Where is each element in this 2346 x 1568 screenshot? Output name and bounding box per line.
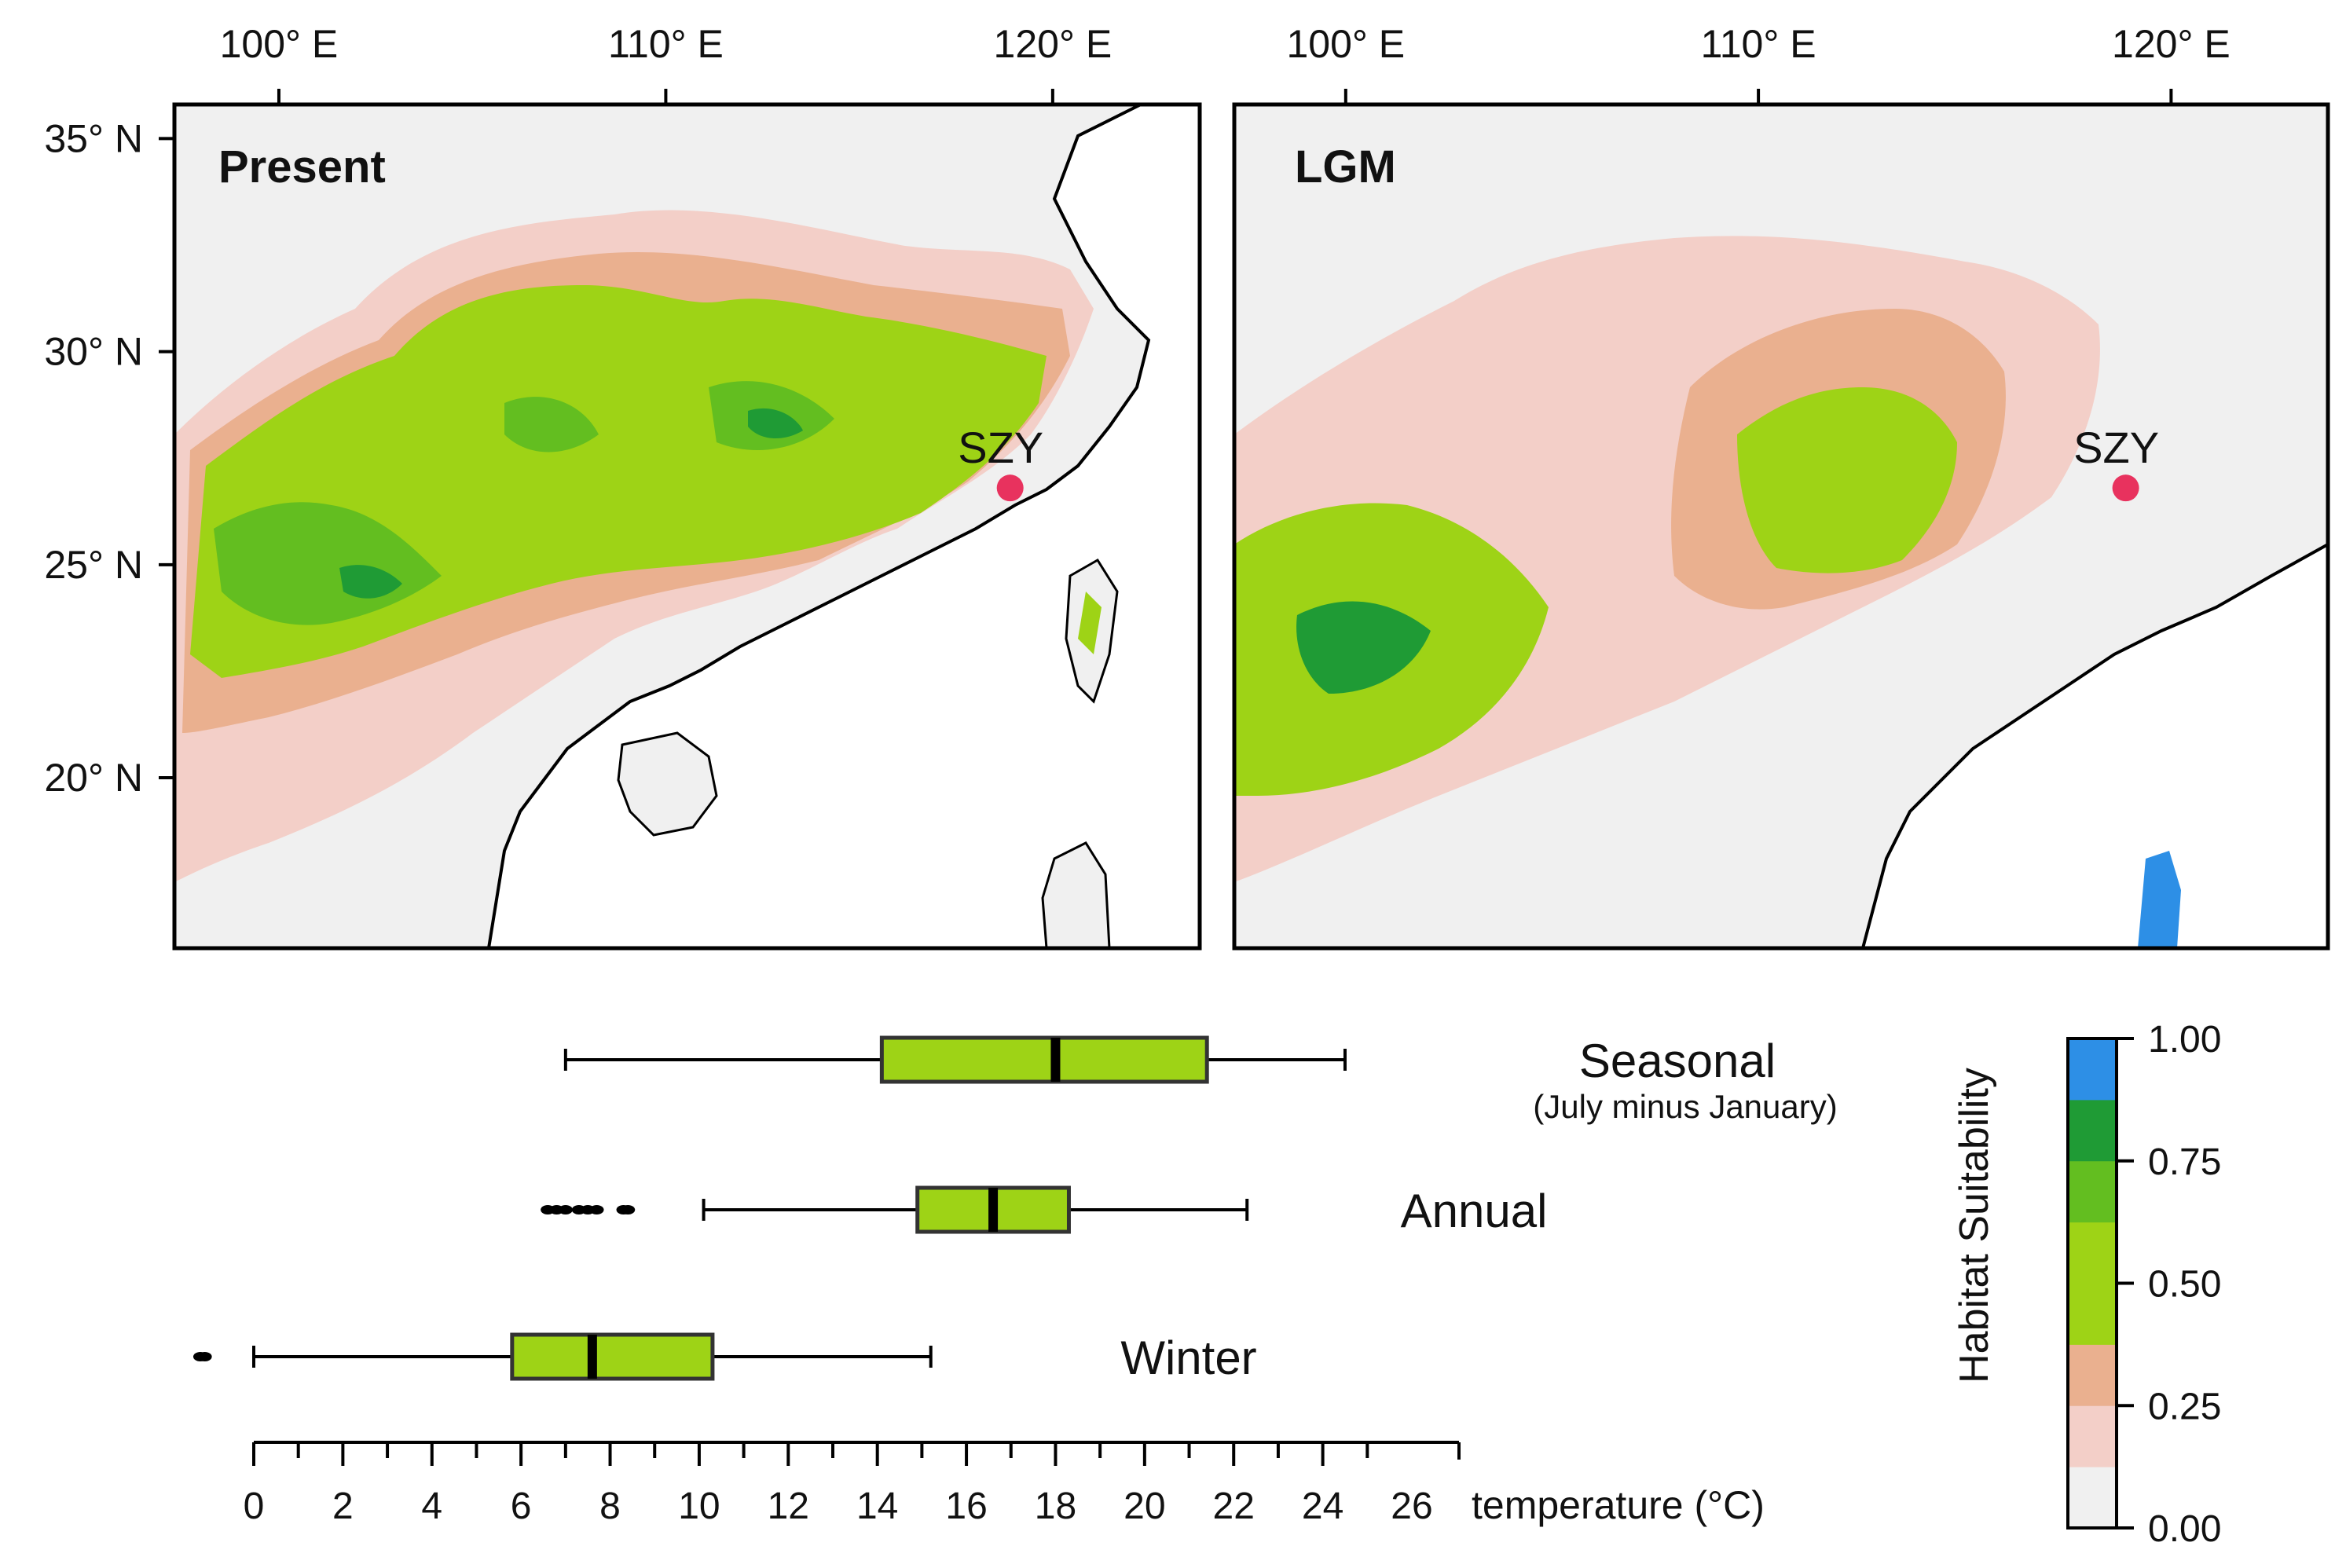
zone-very-high (339, 408, 803, 599)
legend-tick-label: 0.75 (2148, 1141, 2221, 1183)
lon-tick-label: 120° E (994, 22, 1113, 66)
outlier-point (589, 1205, 604, 1214)
lat-tick-label: 20° N (44, 756, 143, 800)
lon-ticks-lgm: 100° E 110° E 120° E (1286, 22, 2231, 104)
legend-band (2068, 1222, 2117, 1284)
lat-ticks-present: 35° N 30° N 25° N 20° N (44, 116, 174, 800)
outlier-point (621, 1205, 636, 1214)
lon-tick-label: 110° E (1701, 22, 1816, 66)
legend-band (2068, 1039, 2117, 1101)
x-tick-label: 18 (1035, 1486, 1076, 1527)
lon-tick-label: 110° E (608, 22, 724, 66)
lon-ticks-present: 100° E 110° E 120° E (220, 22, 1113, 104)
box-series-seasonal: Seasonal(July minus January) (563, 1035, 1838, 1125)
x-tick-label: 8 (599, 1486, 621, 1527)
legend-tick-label: 0.00 (2148, 1508, 2221, 1550)
panel-title-present: Present (218, 141, 386, 192)
x-tick-label: 12 (768, 1486, 809, 1527)
map-land (1234, 104, 2328, 948)
x-tick-label: 26 (1391, 1486, 1432, 1527)
outlier-point (558, 1205, 573, 1214)
zone-very-high (1296, 601, 1431, 694)
legend-band (2068, 1344, 2117, 1406)
zone-high (214, 381, 834, 625)
site-marker (996, 474, 1024, 502)
x-tick-label: 2 (332, 1486, 354, 1527)
panel-title-lgm: LGM (1295, 141, 1396, 192)
x-tick-label: 22 (1213, 1486, 1255, 1527)
zone-taiwan (1078, 592, 1102, 654)
site-label: SZY (958, 423, 1043, 472)
legend-title: Habitat Suitability (1952, 1068, 1997, 1383)
map-panel-lgm: LGM SZY 100° E 110° E 120° E (1232, 22, 2330, 951)
map-panel-present: Present SZY 100° E 110° E 120° E 35° N 30° … (44, 22, 1202, 951)
zone-top (2138, 851, 2181, 948)
lat-tick-label: 25° N (44, 543, 143, 587)
series-label: Seasonal (1579, 1035, 1776, 1087)
x-tick-label: 20 (1124, 1486, 1165, 1527)
legend-band (2068, 1283, 2117, 1345)
x-tick-label: 6 (511, 1486, 532, 1527)
series-label: Winter (1120, 1332, 1256, 1384)
series-sublabel: (July minus January) (1533, 1088, 1837, 1125)
site-label: SZY (2073, 423, 2159, 472)
legend-tick-label: 0.25 (2148, 1386, 2221, 1427)
box-iqr (879, 1035, 1209, 1084)
outlier-point (192, 1352, 207, 1361)
x-tick-label: 10 (678, 1486, 720, 1527)
legend-band (2068, 1099, 2117, 1162)
x-tick-label: 24 (1302, 1486, 1343, 1527)
temperature-boxplot: Seasonal(July minus January) Annual Winter (192, 1035, 1838, 1384)
habitat-legend: Habitat Suitability 0.00 0.25 0.50 0.75 1.00 (1952, 1019, 2221, 1550)
legend-tick-label: 0.50 (2148, 1264, 2221, 1306)
coastline (1861, 543, 2328, 948)
zone-mid (1234, 387, 1957, 796)
box-series-winter: Winter (192, 1332, 1257, 1384)
map-frame (172, 102, 1202, 951)
coastline (487, 104, 1151, 948)
lon-tick-label: 120° E (2112, 22, 2231, 66)
legend-band (2068, 1467, 2117, 1529)
series-label: Annual (1401, 1185, 1548, 1237)
x-tick-label: 16 (945, 1486, 987, 1527)
lat-tick-label: 30° N (44, 330, 143, 374)
x-tick-label: 0 (244, 1486, 265, 1527)
legend-band (2068, 1160, 2117, 1223)
site-marker (2112, 474, 2139, 502)
legend-tick-label: 1.00 (2148, 1019, 2221, 1061)
x-axis-title: temperature (°C) (1472, 1483, 1765, 1527)
map-frame (1232, 102, 2330, 951)
temperature-axis: temperature (°C) 0 2 4 6 8 10 12 14 16 18 20 22 24 26 (244, 1441, 1765, 1527)
legend-band (2068, 1405, 2117, 1467)
x-tick-label: 4 (421, 1486, 442, 1527)
x-tick-label: 14 (856, 1486, 898, 1527)
lon-tick-label: 100° E (220, 22, 339, 66)
lon-tick-label: 100° E (1286, 22, 1405, 66)
lat-tick-label: 35° N (44, 116, 143, 160)
box-iqr (510, 1332, 715, 1381)
box-series-annual: Annual (541, 1185, 1547, 1237)
map-land (174, 104, 1151, 948)
